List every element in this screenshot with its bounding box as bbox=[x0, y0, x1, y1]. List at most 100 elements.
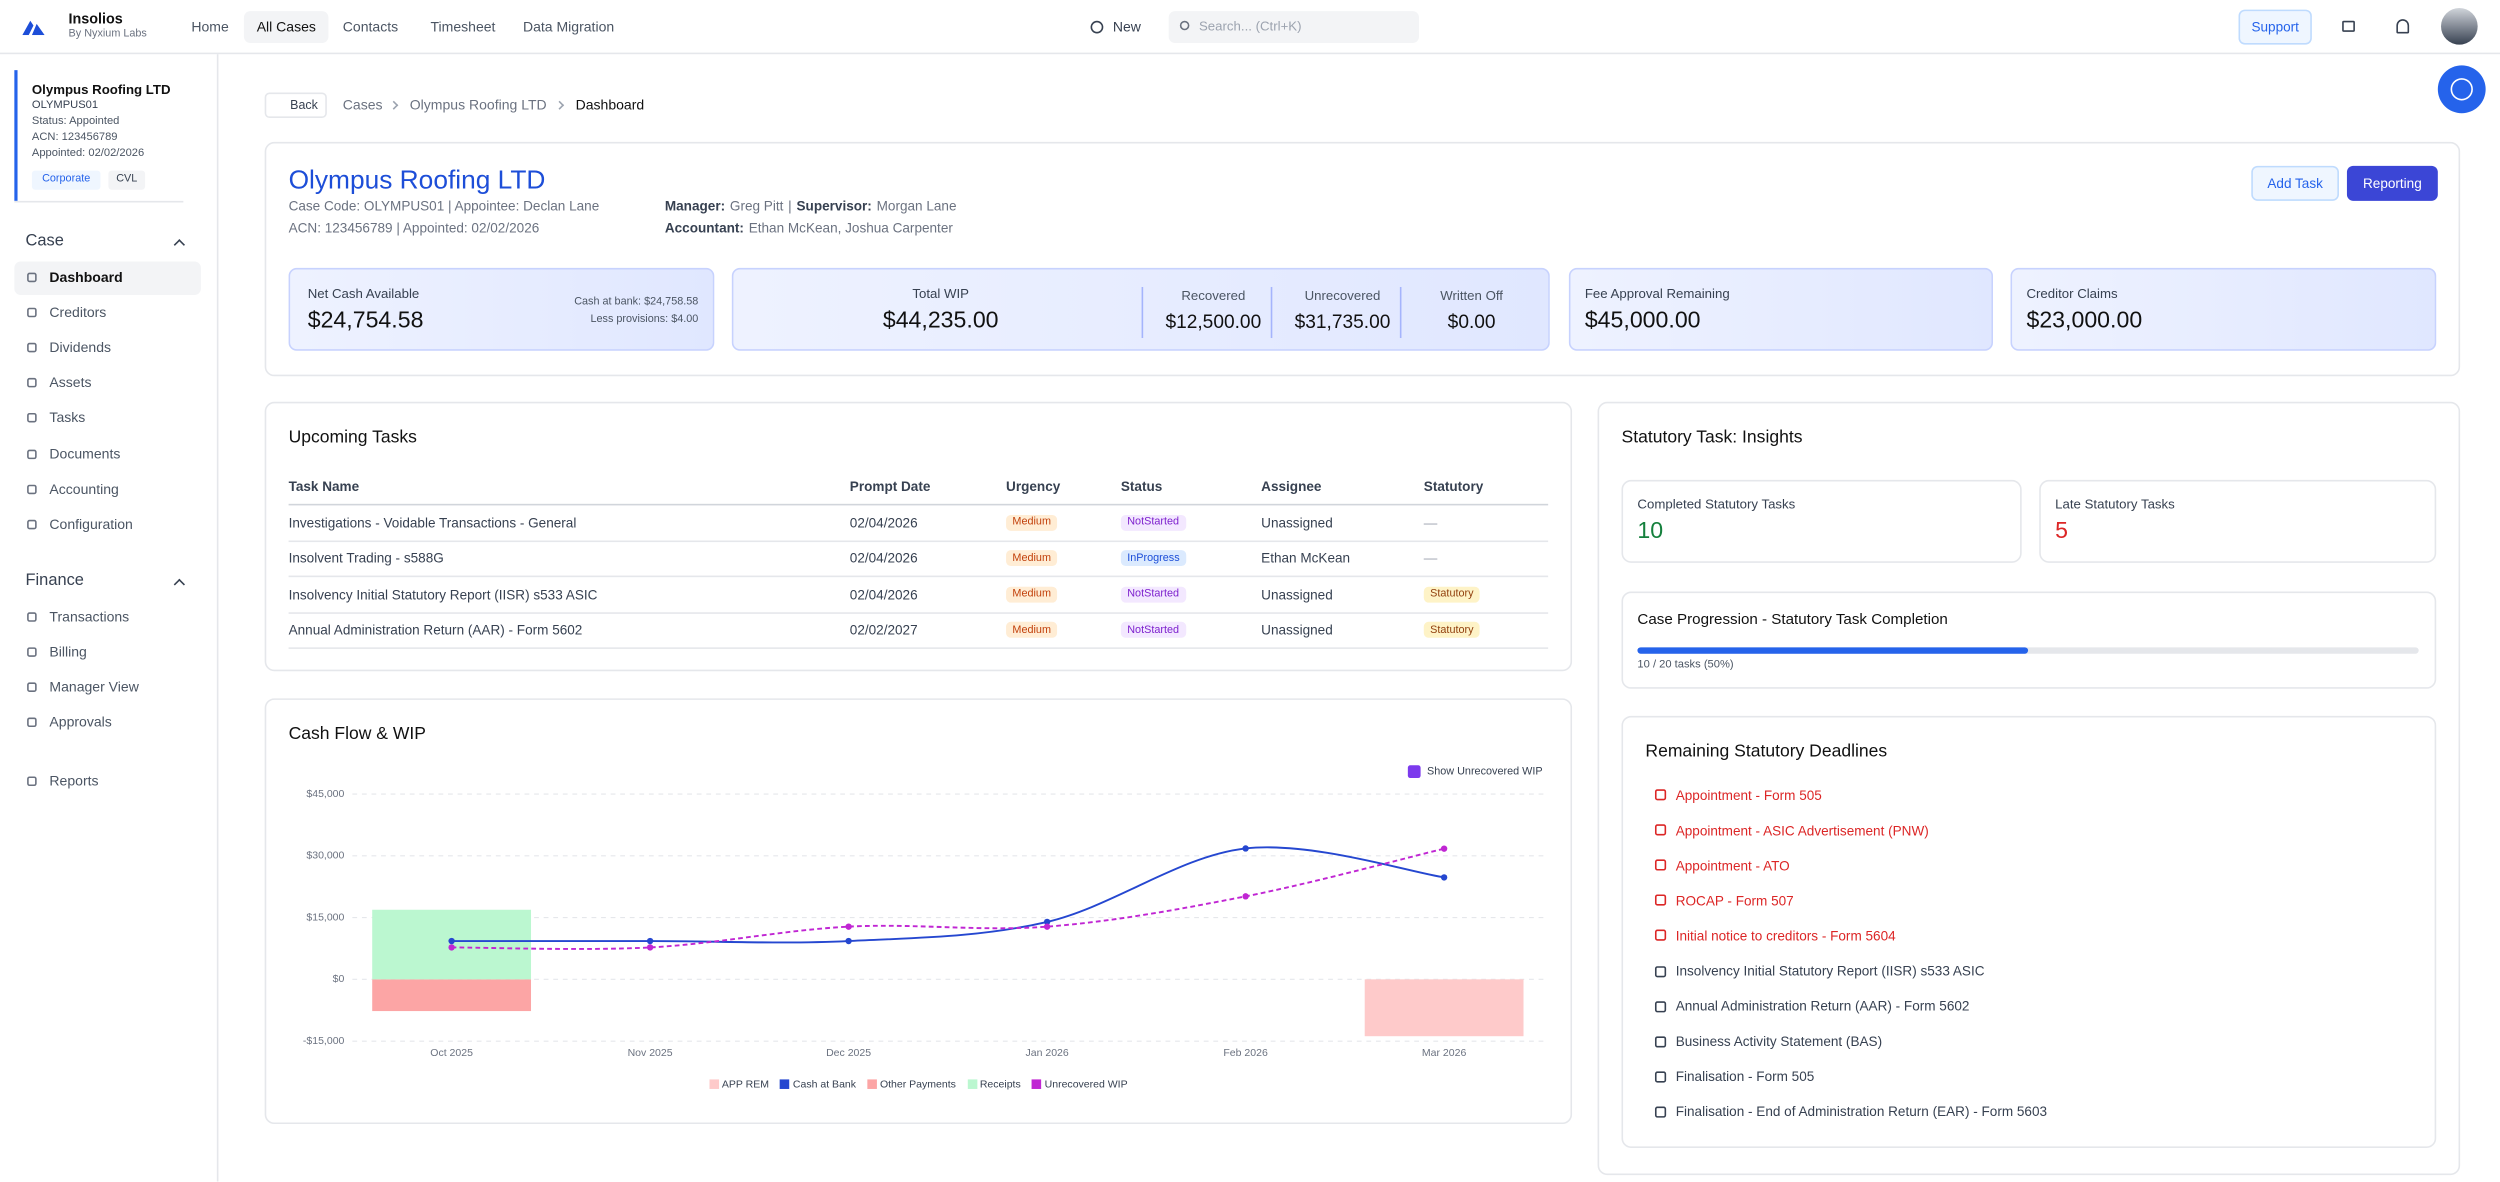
sidebar-item[interactable]: Accounting bbox=[49, 480, 119, 497]
breadcrumb-item[interactable]: Olympus Roofing LTD bbox=[409, 96, 547, 113]
support-button[interactable] bbox=[2238, 9, 2312, 45]
sidebar-item[interactable]: Transactions bbox=[49, 608, 130, 625]
add-task-button[interactable] bbox=[2251, 165, 2339, 201]
stat-label: Net Cash Available bbox=[307, 285, 420, 302]
stat-value: $0.00 bbox=[1447, 310, 1496, 333]
point bbox=[845, 937, 852, 945]
kpi-card bbox=[1621, 479, 2022, 563]
sidebar-item[interactable]: Assets bbox=[49, 374, 92, 391]
reporting-button[interactable] bbox=[2346, 165, 2438, 201]
cell: Insolvency Initial Statutory Report (IIS… bbox=[288, 586, 598, 603]
section-title[interactable]: Finance bbox=[25, 572, 84, 590]
sidebar-item[interactable]: Billing bbox=[49, 643, 87, 660]
deadline-item[interactable]: Finalisation - End of Administration Ret… bbox=[1675, 1103, 2048, 1120]
tag: Corporate bbox=[42, 173, 91, 185]
nav-link[interactable]: Home bbox=[191, 18, 229, 35]
chart-legend: APP REM Cash at Bank Other Payments Receipt… bbox=[265, 1079, 1572, 1091]
y-tick-label: $45,000 bbox=[306, 788, 344, 800]
sidebar-item[interactable]: Reports bbox=[49, 772, 99, 789]
avatar[interactable] bbox=[2441, 7, 2478, 45]
icon bbox=[27, 612, 37, 622]
deadline-item[interactable]: Annual Administration Return (AAR) - For… bbox=[1675, 998, 1970, 1015]
stat-note: Cash at bank: $24,758.58 bbox=[574, 296, 699, 308]
legend-item[interactable]: APP REM bbox=[709, 1079, 769, 1091]
section-title[interactable]: Case bbox=[25, 232, 64, 251]
cell: Unassigned bbox=[1261, 586, 1333, 603]
nav-link[interactable]: Contacts bbox=[342, 18, 399, 35]
sidebar-item[interactable]: Tasks bbox=[49, 409, 86, 426]
badge: InProgress bbox=[1120, 550, 1187, 567]
sidebar-border bbox=[216, 54, 219, 1182]
sidebar-item[interactable]: Dividends bbox=[49, 339, 112, 356]
nav-active bbox=[14, 260, 201, 295]
calendar-icon bbox=[1654, 965, 1667, 977]
cell: Unassigned bbox=[1261, 622, 1333, 639]
deadlines-card bbox=[1621, 715, 2437, 1148]
deadline-item[interactable]: Appointment - Form 505 bbox=[1675, 786, 1822, 803]
progress-fill bbox=[1637, 646, 2029, 654]
cell: 02/04/2026 bbox=[849, 586, 918, 603]
deadline-item[interactable]: Appointment - ASIC Advertisement (PNW) bbox=[1675, 821, 1929, 838]
legend-label: Unrecovered WIP bbox=[1044, 1079, 1128, 1091]
legend-swatch bbox=[867, 1079, 877, 1089]
case-meta: Case Code: OLYMPUS01 | Appointee: Declan… bbox=[288, 197, 600, 214]
deadline-item[interactable]: Insolvency Initial Statutory Report (IIS… bbox=[1675, 962, 1985, 979]
icon bbox=[27, 448, 37, 459]
progress-track bbox=[1637, 646, 2419, 654]
sidebar-item[interactable]: Dashboard bbox=[49, 269, 123, 285]
deadline-item[interactable]: ROCAP - Form 507 bbox=[1675, 892, 1794, 909]
legend-item[interactable]: Other Payments bbox=[867, 1079, 956, 1091]
calendar-icon bbox=[1654, 1106, 1667, 1118]
legend-item[interactable]: Cash at Bank bbox=[780, 1079, 856, 1091]
sidebar-item[interactable]: Manager View bbox=[49, 679, 139, 696]
icon bbox=[27, 776, 37, 787]
column-header: Status bbox=[1120, 478, 1163, 495]
legend-label: APP REM bbox=[721, 1079, 769, 1091]
deadline-item[interactable]: Business Activity Statement (BAS) bbox=[1675, 1033, 1883, 1050]
nav-link[interactable]: All Cases bbox=[256, 18, 316, 35]
kpi-label: Late Statutory Tasks bbox=[2055, 495, 2175, 512]
legend-item[interactable]: Receipts bbox=[967, 1079, 1021, 1091]
x-tick-label: Nov 2025 bbox=[628, 1047, 673, 1059]
kpi-label: Completed Statutory Tasks bbox=[1637, 495, 1796, 512]
cell: Annual Administration Return (AAR) - For… bbox=[288, 622, 583, 639]
breadcrumb-item: Dashboard bbox=[575, 96, 645, 113]
deadline-item[interactable]: Initial notice to creditors - Form 5604 bbox=[1675, 927, 1896, 944]
breadcrumb-item[interactable]: Cases bbox=[342, 96, 383, 113]
deadline-item[interactable]: Appointment - ATO bbox=[1675, 857, 1790, 874]
back-button[interactable] bbox=[264, 92, 327, 118]
people-line: Manager: Greg Pitt | Supervisor: Morgan Lane bbox=[665, 198, 961, 214]
search-box[interactable] bbox=[1168, 11, 1420, 44]
icon bbox=[27, 682, 37, 693]
timer-button[interactable] bbox=[2437, 65, 2486, 114]
sidebar-item[interactable]: Configuration bbox=[49, 515, 133, 532]
announce-icon[interactable] bbox=[2342, 20, 2355, 32]
nav-link[interactable]: Timesheet bbox=[430, 18, 496, 35]
badge: Medium bbox=[1006, 514, 1058, 531]
nav-link[interactable]: Data Migration bbox=[522, 18, 615, 35]
value: Greg Pitt bbox=[729, 197, 784, 214]
stat-value: $31,735.00 bbox=[1294, 310, 1391, 333]
legend-swatch bbox=[967, 1079, 977, 1089]
legend-item[interactable]: Unrecovered WIP bbox=[1031, 1079, 1128, 1091]
bar bbox=[1364, 979, 1524, 1037]
value: Morgan Lane bbox=[876, 197, 957, 214]
chevron bbox=[173, 239, 186, 251]
nav-active bbox=[243, 11, 329, 44]
tasks-card bbox=[264, 401, 1573, 672]
bell-icon[interactable] bbox=[2396, 19, 2410, 34]
cell: 02/02/2027 bbox=[849, 622, 918, 639]
deadline-item[interactable]: Finalisation - Form 505 bbox=[1675, 1068, 1815, 1085]
toggle-label[interactable]: Show Unrecovered WIP bbox=[1426, 765, 1543, 778]
progress-caption: 10 / 20 tasks (50%) bbox=[1637, 659, 1734, 671]
sidebar-item[interactable]: Creditors bbox=[49, 304, 107, 321]
checkbox[interactable] bbox=[1407, 765, 1421, 779]
row-line bbox=[288, 539, 1549, 542]
card-title: Upcoming Tasks bbox=[288, 427, 417, 448]
sidebar-item[interactable]: Approvals bbox=[49, 714, 112, 731]
sidebar-item[interactable]: Documents bbox=[49, 445, 121, 462]
new-button[interactable]: New bbox=[1112, 18, 1141, 35]
progress-card bbox=[1621, 591, 2437, 689]
stat-card bbox=[288, 267, 715, 351]
